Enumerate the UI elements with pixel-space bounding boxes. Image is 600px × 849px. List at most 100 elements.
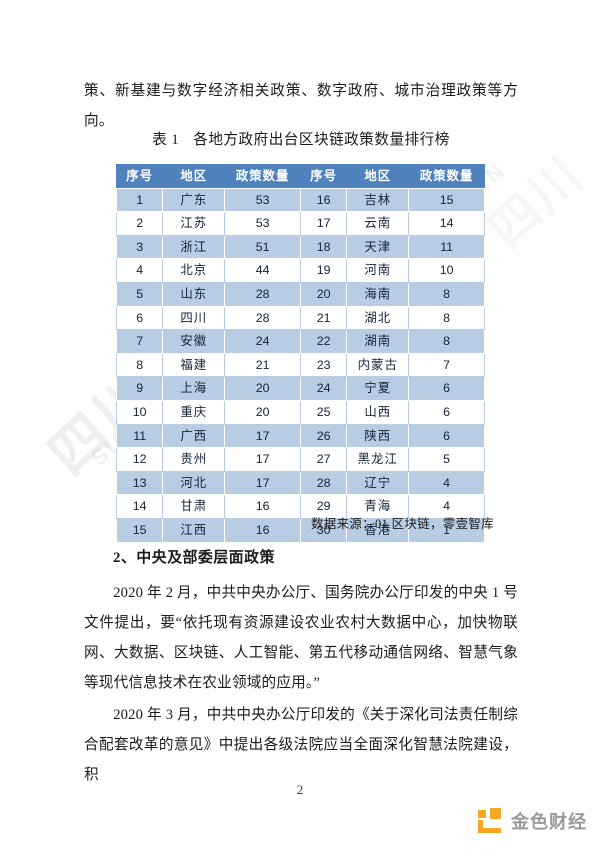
cell-index-left: 14 bbox=[115, 494, 164, 519]
table-row: 12 贵州 17 27 黑龙江 5 bbox=[115, 447, 485, 472]
cell-count-right: 8 bbox=[408, 305, 485, 331]
cell-index-left: 5 bbox=[115, 281, 164, 307]
cell-index-left: 12 bbox=[115, 447, 164, 472]
cell-index-left: 10 bbox=[115, 399, 164, 425]
table-row: 5 山东 28 20 海南 8 bbox=[115, 281, 485, 307]
cell-count-right: 11 bbox=[408, 234, 485, 260]
cell-count-right: 1 bbox=[408, 517, 485, 543]
cell-region-left: 四川 bbox=[162, 305, 226, 331]
table-header-row: 序号 地区 政策数量 序号 地区 政策数量 bbox=[115, 164, 485, 189]
table-row: 3 浙江 51 18 天津 11 bbox=[115, 234, 485, 260]
column-header-count-left: 政策数量 bbox=[224, 164, 301, 189]
cell-count-left: 17 bbox=[224, 470, 301, 496]
cell-index-right: 19 bbox=[299, 258, 348, 283]
cell-index-right: 28 bbox=[299, 470, 348, 496]
cell-region-right: 内蒙古 bbox=[346, 352, 410, 378]
cell-index-left: 3 bbox=[115, 234, 164, 260]
cell-index-left: 1 bbox=[115, 187, 164, 213]
cell-region-left: 河北 bbox=[162, 470, 226, 496]
cell-region-left: 北京 bbox=[162, 258, 226, 283]
table-row: 2 江苏 53 17 云南 14 bbox=[115, 211, 485, 236]
cell-region-right: 湖南 bbox=[346, 329, 410, 354]
cell-index-right: 30 bbox=[299, 517, 348, 543]
cell-region-right: 黑龙江 bbox=[346, 447, 410, 472]
table-row: 1 广东 53 16 吉林 15 bbox=[115, 187, 485, 213]
cell-count-right: 5 bbox=[408, 447, 485, 472]
column-header-index-right: 序号 bbox=[299, 164, 348, 189]
cell-region-right: 湖北 bbox=[346, 305, 410, 331]
cell-index-right: 26 bbox=[299, 423, 348, 449]
cell-count-left: 53 bbox=[224, 187, 301, 213]
cell-count-left: 17 bbox=[224, 447, 301, 472]
table-row: 8 福建 21 23 内蒙古 7 bbox=[115, 352, 485, 378]
cell-region-right: 海南 bbox=[346, 281, 410, 307]
cell-region-left: 重庆 bbox=[162, 399, 226, 425]
cell-index-left: 2 bbox=[115, 211, 164, 236]
cell-count-left: 24 bbox=[224, 329, 301, 354]
table-row: 14 甘肃 16 29 青海 4 bbox=[115, 494, 485, 519]
cell-count-left: 51 bbox=[224, 234, 301, 260]
table-row: 9 上海 20 24 宁夏 6 bbox=[115, 376, 485, 401]
cell-index-right: 22 bbox=[299, 329, 348, 354]
cell-region-right: 云南 bbox=[346, 211, 410, 236]
cell-index-left: 8 bbox=[115, 352, 164, 378]
cell-index-right: 21 bbox=[299, 305, 348, 331]
cell-count-right: 8 bbox=[408, 281, 485, 307]
footer-logo-text: 金色财经 bbox=[511, 812, 587, 832]
cell-count-right: 6 bbox=[408, 399, 485, 425]
cell-count-left: 16 bbox=[224, 517, 301, 543]
cell-region-left: 安徽 bbox=[162, 329, 226, 354]
cell-region-right: 山西 bbox=[346, 399, 410, 425]
cell-region-left: 江西 bbox=[162, 517, 226, 543]
table-caption-label: 表 1 bbox=[152, 132, 180, 148]
cell-count-left: 44 bbox=[224, 258, 301, 283]
cell-region-right: 青海 bbox=[346, 494, 410, 519]
cell-region-left: 广东 bbox=[162, 187, 226, 213]
cell-index-right: 24 bbox=[299, 376, 348, 401]
cell-index-right: 25 bbox=[299, 399, 348, 425]
table-row: 7 安徽 24 22 湖南 8 bbox=[115, 329, 485, 354]
watermark-right-cn: 四川 bbox=[478, 145, 595, 259]
cell-count-left: 20 bbox=[224, 399, 301, 425]
cell-count-left: 20 bbox=[224, 376, 301, 401]
cell-index-right: 27 bbox=[299, 447, 348, 472]
cell-count-right: 6 bbox=[408, 423, 485, 449]
cell-count-right: 10 bbox=[408, 258, 485, 283]
column-header-count-right: 政策数量 bbox=[408, 164, 485, 189]
cell-index-right: 18 bbox=[299, 234, 348, 260]
table-row: 4 北京 44 19 河南 10 bbox=[115, 258, 485, 283]
cell-count-left: 28 bbox=[224, 305, 301, 331]
cell-count-left: 17 bbox=[224, 423, 301, 449]
cell-region-right: 宁夏 bbox=[346, 376, 410, 401]
cell-index-right: 29 bbox=[299, 494, 348, 519]
table-caption-title: 各地方政府出台区块链政策数量排行榜 bbox=[193, 132, 450, 148]
footer-logo: 金色财经 bbox=[478, 808, 587, 834]
table-row: 13 河北 17 28 辽宁 4 bbox=[115, 470, 485, 496]
column-header-region-right: 地区 bbox=[346, 164, 410, 189]
cell-region-left: 福建 bbox=[162, 352, 226, 378]
cell-count-right: 15 bbox=[408, 187, 485, 213]
cell-region-right: 河南 bbox=[346, 258, 410, 283]
column-header-index-left: 序号 bbox=[115, 164, 164, 189]
lead-paragraph: 策、新基建与数字经济相关政策、数字政府、城市治理政策等方向。 bbox=[84, 83, 518, 129]
page-number: 2 bbox=[296, 782, 304, 797]
cell-region-right: 吉林 bbox=[346, 187, 410, 213]
cell-region-left: 山东 bbox=[162, 281, 226, 307]
cell-region-right: 香港 bbox=[346, 517, 410, 543]
cell-count-left: 28 bbox=[224, 281, 301, 307]
table-caption: 表 1 各地方政府出台区块链政策数量排行榜 bbox=[84, 128, 518, 149]
table-row: 10 重庆 20 25 山西 6 bbox=[115, 399, 485, 425]
cell-count-left: 21 bbox=[224, 352, 301, 378]
cell-count-right: 14 bbox=[408, 211, 485, 236]
cell-index-right: 16 bbox=[299, 187, 348, 213]
cell-index-right: 20 bbox=[299, 281, 348, 307]
table-row: 11 广西 17 26 陕西 6 bbox=[115, 423, 485, 449]
column-header-region-left: 地区 bbox=[162, 164, 226, 189]
cell-count-left: 53 bbox=[224, 211, 301, 236]
paragraph-2: 2020 年 3 月，中共中央办公厅印发的《关于深化司法责任制综合配套改革的意见… bbox=[84, 707, 518, 783]
table-body: 1 广东 53 16 吉林 15 2 江苏 53 17 云南 14 3 浙江 5… bbox=[115, 187, 485, 543]
cell-region-left: 贵州 bbox=[162, 447, 226, 472]
cell-index-left: 9 bbox=[115, 376, 164, 401]
cell-region-right: 陕西 bbox=[346, 423, 410, 449]
